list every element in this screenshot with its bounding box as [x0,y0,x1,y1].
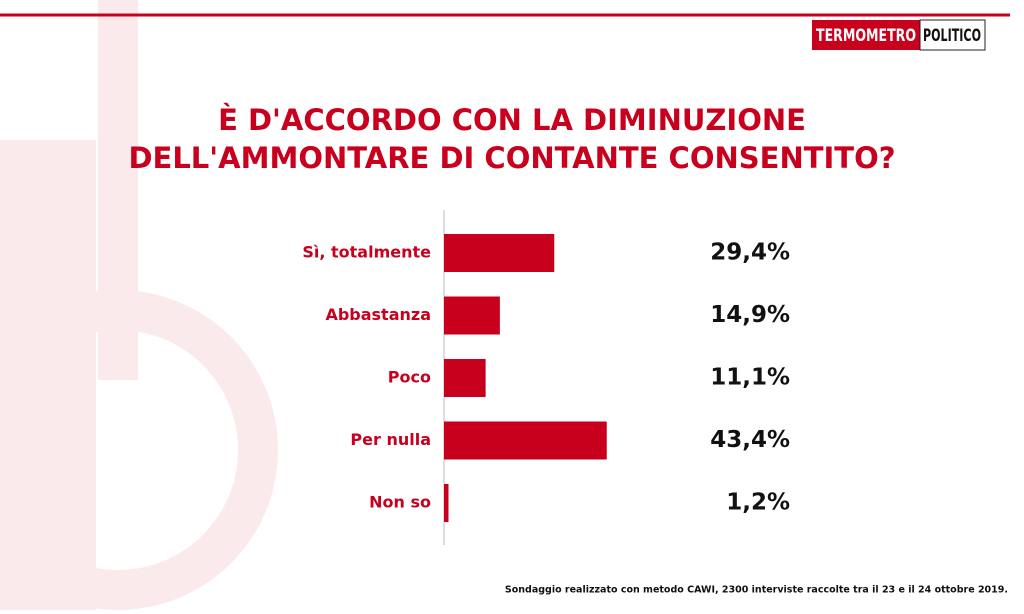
footnote: Sondaggio realizzato con metodo CAWI, 23… [505,585,1008,596]
logo-right: POLITICO [923,26,981,46]
category-label: Abbastanza [325,305,431,324]
logo-box [812,20,920,50]
chart-title: È D'ACCORDO CON LA DIMINUZIONE [218,103,806,137]
value-label: 11,1% [710,365,790,391]
category-label: Poco [388,368,431,387]
value-label: 1,2% [726,490,790,516]
category-label: Per nulla [350,430,431,449]
background-thermometer [0,0,278,610]
bar [444,359,486,397]
value-label: 14,9% [710,302,790,328]
bar [444,296,500,335]
category-label: Sì, totalmente [302,243,431,262]
category-label: Non so [369,493,431,512]
bar [444,234,555,272]
value-label: 29,4% [710,240,790,266]
logo-left: TERMOMETRO [816,26,916,46]
bar [444,421,607,460]
bar [444,484,449,522]
value-label: 43,4% [710,427,790,453]
logo-box [919,19,986,51]
chart-title: DELL'AMMONTARE DI CONTANTE CONSENTITO? [128,141,895,175]
